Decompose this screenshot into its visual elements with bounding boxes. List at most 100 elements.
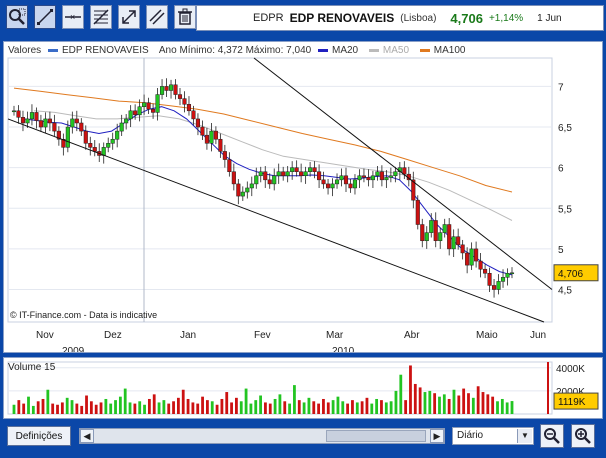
- candle-body: [74, 118, 79, 124]
- candle-body: [465, 252, 470, 266]
- x-month-label: Dez: [104, 330, 122, 341]
- volume-bar: [249, 403, 253, 414]
- candle-body: [438, 232, 443, 242]
- volume-bar: [264, 402, 267, 414]
- volume-bar: [196, 403, 200, 414]
- trend-line-icon[interactable]: [34, 5, 56, 29]
- volume-bar: [225, 392, 229, 414]
- scroll-left-icon[interactable]: ◀: [80, 429, 94, 443]
- candle-body: [339, 175, 344, 181]
- zoom-in-button[interactable]: [571, 424, 595, 448]
- candle-body: [83, 130, 88, 144]
- x-month-label: Jun: [530, 330, 546, 341]
- volume-bar: [293, 385, 296, 414]
- candle-body: [352, 179, 358, 189]
- volume-bar: [491, 396, 495, 414]
- price-chart[interactable]: Valores EDP RENOVAVEIS Ano Mínimo: 4,372…: [3, 41, 603, 353]
- candle-body: [245, 187, 250, 193]
- time-scrollbar[interactable]: ◀ ▶: [79, 428, 445, 444]
- y-tick-label: 6,5: [558, 123, 572, 134]
- volume-bar: [471, 397, 475, 414]
- volume-bar: [104, 398, 108, 414]
- volume-bar: [413, 383, 417, 414]
- candle-body: [420, 224, 425, 242]
- candle-body: [137, 106, 142, 116]
- volume-bar: [210, 401, 214, 414]
- zoom-area-icon[interactable]: [6, 5, 28, 29]
- scroll-right-icon[interactable]: ▶: [430, 429, 444, 443]
- candle-body: [487, 273, 492, 286]
- zoom-in-icon: [575, 428, 591, 444]
- volume-bar: [230, 402, 233, 414]
- volume-bar: [85, 395, 88, 414]
- x-month-label: Fev: [254, 330, 271, 341]
- candle-body: [496, 281, 501, 290]
- candle-body: [34, 112, 39, 121]
- fibonacci-icon[interactable]: [90, 5, 112, 29]
- candle-body: [164, 86, 169, 91]
- volume-bar: [152, 394, 156, 414]
- y-tick-label: 6: [558, 164, 564, 175]
- candle-body: [281, 171, 286, 177]
- volume-bar: [317, 403, 321, 414]
- trash-icon[interactable]: [174, 5, 196, 29]
- volume-bar: [355, 402, 359, 414]
- legend-ma20: MA20: [317, 45, 362, 56]
- volume-bar: [380, 400, 383, 414]
- candle-body: [447, 224, 452, 250]
- period-select[interactable]: Diário ▼: [452, 427, 534, 445]
- volume-bar: [447, 398, 451, 414]
- volume-bar: [220, 398, 224, 414]
- candle-body: [330, 183, 335, 189]
- arrow-line-icon[interactable]: [118, 5, 140, 29]
- candle-body: [469, 248, 474, 266]
- legend-minmax: Ano Mínimo: 4,372 Máximo: 7,040: [158, 45, 312, 56]
- candle-body: [258, 171, 263, 177]
- candle-body: [375, 171, 380, 177]
- last-price: 4,706: [450, 10, 483, 26]
- candle-body: [361, 175, 366, 178]
- parallel-lines-icon[interactable]: [146, 5, 168, 29]
- candle-body: [240, 191, 245, 197]
- candle-body: [433, 220, 438, 242]
- volume-chart[interactable]: 4000K 2000K 1119K Volume 15: [3, 357, 603, 419]
- y-tick-label: 4,5: [558, 286, 572, 297]
- candle-body: [478, 260, 483, 270]
- volume-bar: [326, 402, 330, 414]
- volume-bar: [268, 403, 272, 414]
- volume-bar: [94, 404, 98, 414]
- chevron-down-icon[interactable]: ▼: [517, 429, 532, 443]
- volume-bar: [172, 401, 175, 414]
- scroll-thumb[interactable]: [326, 430, 426, 442]
- candle-body: [213, 130, 218, 140]
- zoom-out-icon: [544, 428, 560, 444]
- candle-body: [442, 224, 447, 233]
- volume-bar: [244, 388, 248, 414]
- volume-bar: [36, 401, 40, 414]
- candle-body: [200, 126, 205, 136]
- y-tick-label: 5: [558, 245, 564, 256]
- candle-body: [227, 159, 232, 172]
- candle-body: [177, 94, 183, 99]
- candle-body: [173, 84, 178, 95]
- volume-bar: [404, 400, 408, 414]
- zoom-out-button[interactable]: [540, 424, 564, 448]
- x-month-label: Maio: [476, 330, 498, 341]
- x-month-label: Mar: [326, 330, 344, 341]
- horizontal-line-icon[interactable]: ×: [62, 5, 84, 29]
- candle-body: [218, 138, 223, 152]
- candle-body: [294, 167, 299, 172]
- volume-bar: [452, 389, 456, 414]
- ma100-line: [13, 87, 513, 193]
- settings-button[interactable]: Definições: [7, 426, 71, 446]
- volume-bar: [442, 394, 446, 414]
- legend-ma50: MA50: [368, 45, 413, 56]
- volume-bar: [181, 389, 185, 414]
- volume-bar: [409, 365, 412, 414]
- volume-bar: [438, 396, 441, 414]
- volume-bar: [312, 401, 316, 414]
- volume-bar: [80, 405, 84, 414]
- volume-bar: [341, 401, 345, 414]
- volume-bar: [60, 402, 64, 414]
